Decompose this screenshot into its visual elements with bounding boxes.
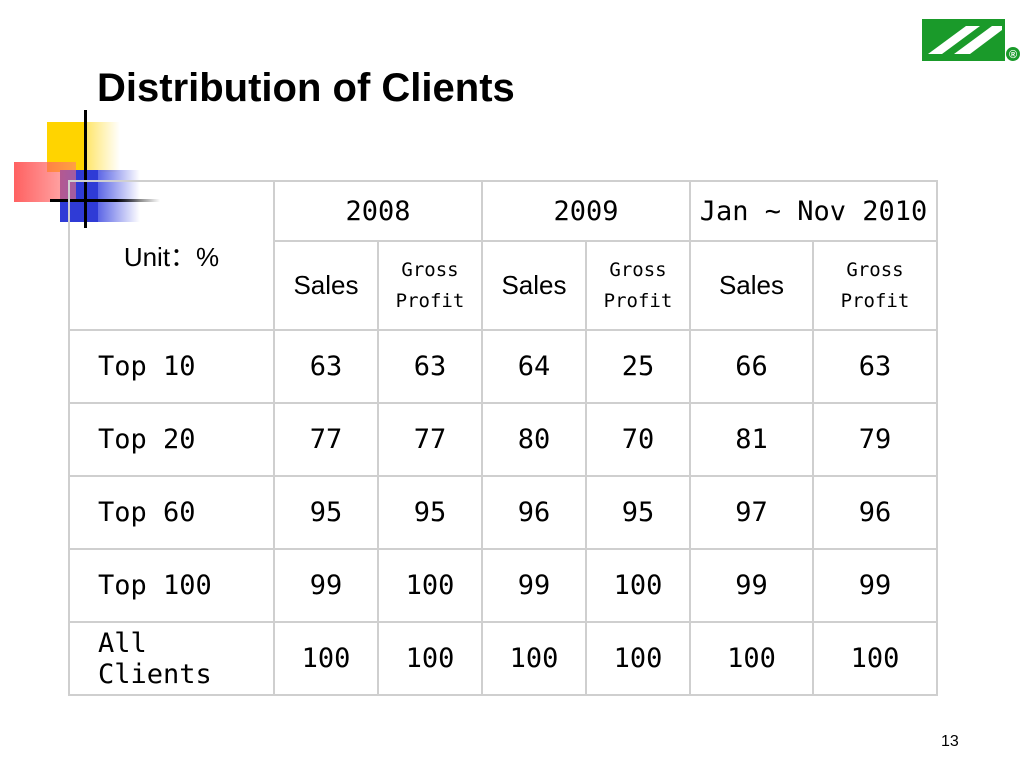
clients-distribution-table: Unit：% 2008 2009 Jan ~ Nov 2010 Sales Gr… xyxy=(68,180,938,696)
profit-label: Profit xyxy=(395,289,465,312)
table-cell: 99 xyxy=(689,548,814,623)
table-header-metrics: Sales Gross Profit Sales Gross Profit Sale… xyxy=(69,240,938,331)
row-label: Top 10 xyxy=(68,329,275,404)
year-2010-header: Jan ~ Nov 2010 xyxy=(689,180,938,242)
profit-label: Profit xyxy=(603,289,673,312)
table-cell: 70 xyxy=(585,402,691,477)
table-cell: 63 xyxy=(377,329,483,404)
table-cell: 96 xyxy=(812,475,938,550)
table-cell: 81 xyxy=(689,402,814,477)
table-header-years: Unit：% 2008 2009 Jan ~ Nov 2010 xyxy=(68,180,938,331)
table-row: Top 20 77 77 80 70 81 79 xyxy=(68,402,938,477)
table-cell: 100 xyxy=(585,548,691,623)
sales-header: Sales xyxy=(481,240,587,331)
table-cell: 97 xyxy=(689,475,814,550)
row-label: Top 20 xyxy=(68,402,275,477)
unit-label: Unit：% xyxy=(68,180,275,331)
gross-profit-header: Gross Profit xyxy=(812,240,938,331)
table-cell: 100 xyxy=(377,548,483,623)
table-cell: 100 xyxy=(812,621,938,696)
gross-label: Gross xyxy=(846,258,904,281)
row-label: Top 60 xyxy=(68,475,275,550)
table-cell: 100 xyxy=(689,621,814,696)
registered-mark: ® xyxy=(1009,49,1017,61)
gross-profit-header: Gross Profit xyxy=(585,240,691,331)
table-cell: 95 xyxy=(377,475,483,550)
table-cell: 80 xyxy=(481,402,587,477)
table-row: Top 10 63 63 64 25 66 63 xyxy=(68,329,938,404)
table-cell: 66 xyxy=(689,329,814,404)
table-cell: 63 xyxy=(273,329,379,404)
table-cell: 99 xyxy=(812,548,938,623)
table-cell: 99 xyxy=(481,548,587,623)
slide-title: Distribution of Clients xyxy=(97,66,515,110)
profit-label: Profit xyxy=(840,289,910,312)
row-label: Top 100 xyxy=(68,548,275,623)
table-cell: 96 xyxy=(481,475,587,550)
year-2009-header: 2009 xyxy=(481,180,691,242)
table-row: Top 100 99 100 99 100 99 99 xyxy=(68,548,938,623)
year-2008-header: 2008 xyxy=(273,180,483,242)
gross-label: Gross xyxy=(609,258,667,281)
sales-header: Sales xyxy=(273,240,379,331)
table-cell: 100 xyxy=(481,621,587,696)
table-cell: 64 xyxy=(481,329,587,404)
table-cell: 100 xyxy=(585,621,691,696)
table-cell: 63 xyxy=(812,329,938,404)
gross-label: Gross xyxy=(401,258,459,281)
table-cell: 77 xyxy=(377,402,483,477)
table-cell: 77 xyxy=(273,402,379,477)
page-number: 13 xyxy=(941,733,959,750)
row-label: All Clients xyxy=(68,621,275,696)
gross-profit-header: Gross Profit xyxy=(377,240,483,331)
table-cell: 25 xyxy=(585,329,691,404)
table-row: All Clients 100 100 100 100 100 100 xyxy=(68,621,938,696)
table-cell: 95 xyxy=(273,475,379,550)
company-logo-icon: ® xyxy=(922,19,1020,61)
table-cell: 99 xyxy=(273,548,379,623)
table-cell: 79 xyxy=(812,402,938,477)
sales-header: Sales xyxy=(689,240,814,331)
table-cell: 100 xyxy=(273,621,379,696)
table-row: Top 60 95 95 96 95 97 96 xyxy=(68,475,938,550)
table-cell: 95 xyxy=(585,475,691,550)
table-cell: 100 xyxy=(377,621,483,696)
